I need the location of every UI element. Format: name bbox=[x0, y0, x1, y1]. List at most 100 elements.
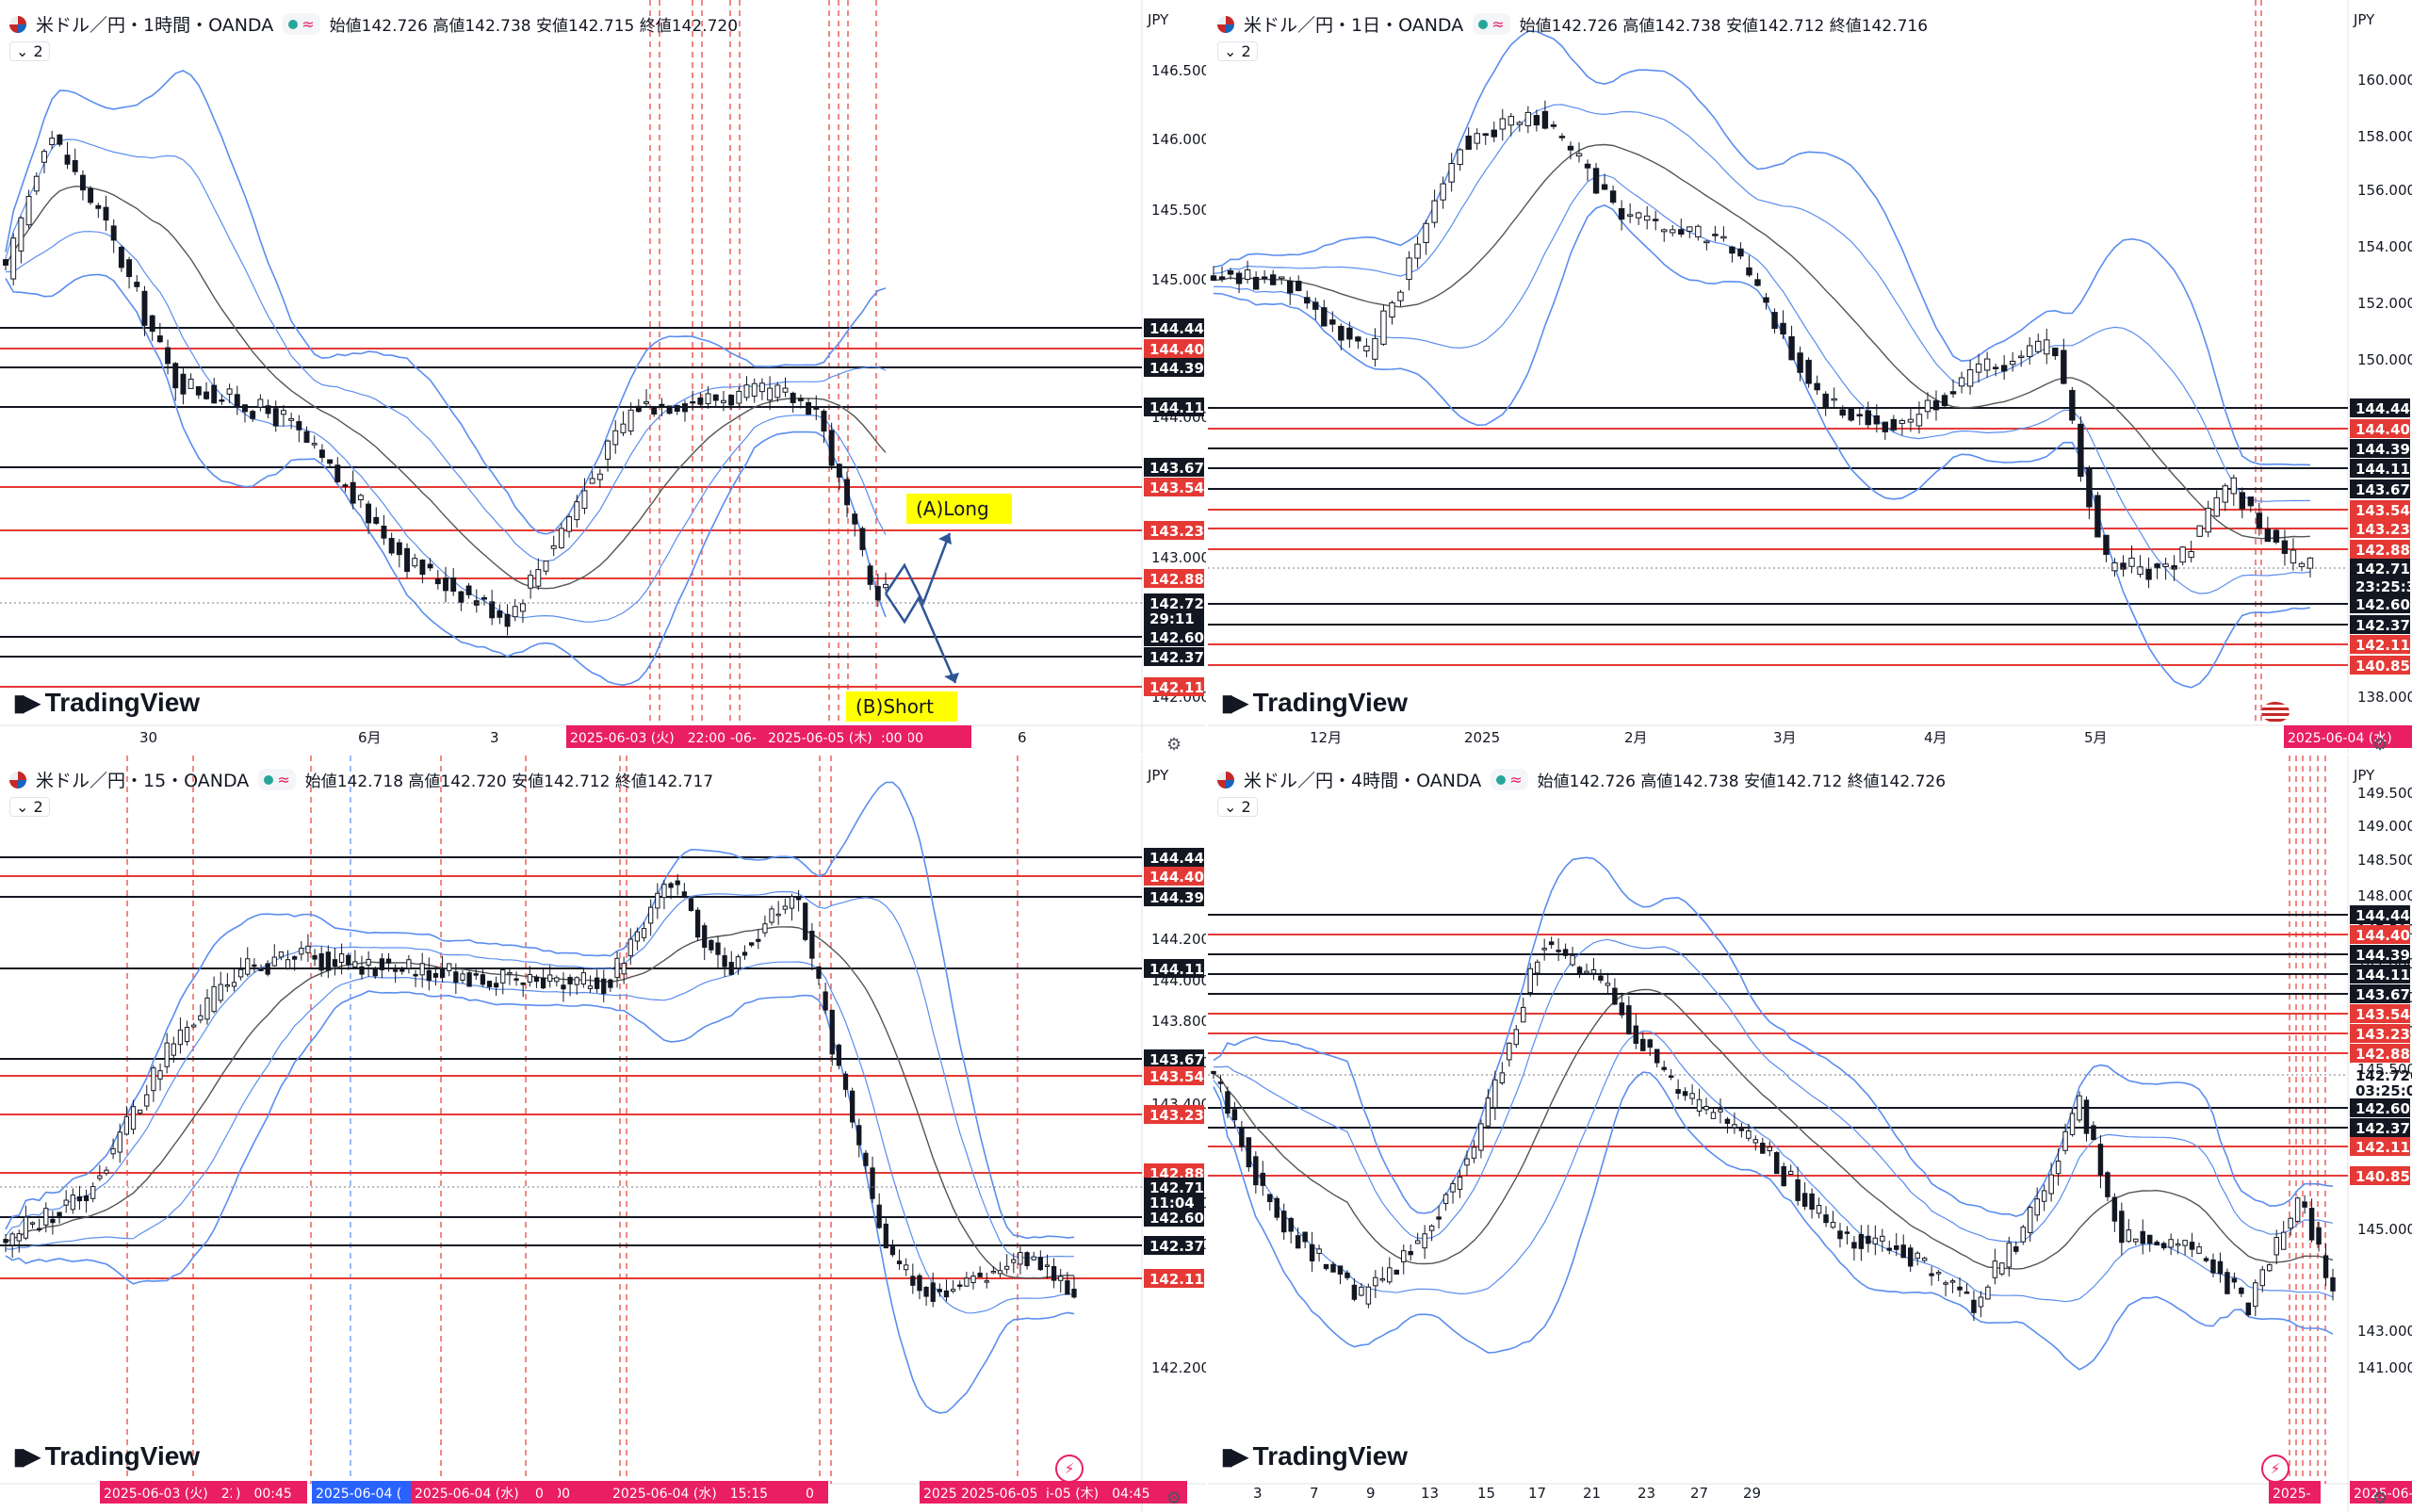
settings-gear-icon[interactable]: ⚙ bbox=[1166, 735, 1182, 754]
candle-body bbox=[1346, 327, 1353, 340]
candle-body bbox=[1338, 325, 1345, 341]
bollinger-upper bbox=[1213, 856, 2334, 1217]
chart-canvas-1h[interactable]: 146.500146.000145.500145.000144.000143.0… bbox=[0, 0, 1206, 754]
chart-canvas-4h[interactable]: 149.500149.000148.500148.000147.500147.0… bbox=[1208, 756, 2412, 1512]
candle-body bbox=[33, 175, 40, 192]
price-tick-label: 156.000 bbox=[2357, 182, 2412, 199]
candle-body bbox=[844, 479, 850, 506]
brand-name: TradingView bbox=[44, 1441, 201, 1471]
candle-body bbox=[809, 931, 815, 959]
candle-body bbox=[419, 963, 425, 976]
candle-body bbox=[1269, 274, 1277, 285]
candle-body bbox=[2259, 1269, 2266, 1287]
indicator-collapse-toggle[interactable]: ⌄ 2 bbox=[1217, 797, 1258, 817]
candle-body bbox=[1746, 267, 1752, 276]
settings-gear-icon[interactable]: ⚙ bbox=[1166, 1488, 1182, 1508]
chart-canvas-15m[interactable]: 144.200144.000143.800143.600143.400143.0… bbox=[0, 756, 1206, 1512]
price-tag-bg bbox=[1144, 609, 1204, 627]
chart-panel-4h[interactable]: 149.500149.000148.500148.000147.500147.0… bbox=[1208, 756, 2412, 1512]
candle-body bbox=[1260, 1172, 1266, 1186]
us-flag-icon[interactable] bbox=[2261, 702, 2290, 723]
candle-body bbox=[2189, 1242, 2195, 1250]
price-tag-label: 144.447 bbox=[2355, 400, 2412, 417]
candle-body bbox=[63, 1199, 69, 1206]
candle-body bbox=[2020, 1227, 2026, 1243]
candle-body bbox=[702, 925, 708, 949]
currency-label[interactable]: JPY bbox=[1148, 767, 1169, 784]
lightning-icon[interactable]: ⚡ bbox=[1055, 1455, 1084, 1483]
time-tick-label: 23 bbox=[1638, 1485, 1655, 1502]
candle-body bbox=[790, 392, 796, 403]
candle-body bbox=[172, 363, 179, 389]
chart-canvas-1d[interactable]: 160.000 158.000 156.000 154.000 152.000 150.0… bbox=[1208, 0, 2412, 754]
candle-body bbox=[1044, 1264, 1051, 1267]
candle-body bbox=[1978, 1296, 1984, 1308]
candle-body bbox=[797, 398, 804, 401]
candle-body bbox=[1880, 1235, 1885, 1242]
candle-body bbox=[130, 1106, 137, 1130]
candle-body bbox=[156, 335, 163, 343]
candle-body bbox=[2086, 468, 2093, 508]
candle-body bbox=[1018, 1252, 1023, 1265]
settings-gear-icon[interactable]: ⚙ bbox=[2372, 1488, 2388, 1508]
price-tick-label: 138.000 bbox=[2357, 689, 2412, 706]
symbol-title[interactable]: 米ドル／円・4時間・OANDA bbox=[1244, 771, 1482, 791]
chart-panel-1d[interactable]: 160.000 158.000 156.000 154.000 152.000 150.0… bbox=[1208, 0, 2412, 754]
status-indicator[interactable]: ≈ bbox=[1491, 769, 1528, 790]
candle-body bbox=[1738, 1129, 1745, 1131]
candle-body bbox=[1304, 297, 1311, 304]
time-tick-label: 3 bbox=[1253, 1485, 1263, 1502]
candle-body bbox=[1428, 1225, 1435, 1231]
bollinger-lower bbox=[1213, 203, 2311, 689]
candle-body bbox=[1004, 1265, 1010, 1270]
candle-body bbox=[769, 908, 774, 923]
candle-body bbox=[540, 977, 546, 989]
chart-panel-1h[interactable]: 146.500 146.000 145.500 145.000 144.000 143.0… bbox=[0, 0, 1206, 754]
candle-body bbox=[1058, 1276, 1064, 1281]
bollinger-middle bbox=[5, 926, 1075, 1279]
currency-label[interactable]: JPY bbox=[2354, 767, 2375, 784]
short-scenario-path bbox=[884, 593, 957, 684]
settings-gear-icon[interactable]: ⚙ bbox=[2372, 735, 2388, 754]
price-tag-bg bbox=[2350, 1118, 2410, 1137]
indicator-collapse-toggle[interactable]: ⌄ 2 bbox=[9, 797, 50, 817]
candle-body bbox=[1567, 145, 1574, 151]
status-indicator[interactable]: ≈ bbox=[1473, 13, 1510, 35]
candle-body bbox=[1252, 276, 1260, 290]
candle-body bbox=[1787, 1170, 1794, 1176]
currency-label[interactable]: JPY bbox=[2354, 11, 2375, 28]
candle-body bbox=[2298, 562, 2306, 567]
candle-body bbox=[1718, 1109, 1723, 1113]
candle-body bbox=[859, 528, 866, 550]
symbol-title[interactable]: 米ドル／円・15・OANDA bbox=[36, 771, 250, 791]
candle-body bbox=[1839, 409, 1846, 416]
currency-label[interactable]: JPY bbox=[1148, 11, 1169, 28]
status-indicator[interactable]: ≈ bbox=[258, 769, 296, 790]
candle-body bbox=[2196, 525, 2203, 537]
price-tag-bg bbox=[1144, 1269, 1204, 1288]
time-tick-label: 6 bbox=[1018, 729, 1027, 746]
candle-body bbox=[751, 382, 758, 397]
price-tag-label: 142.111 bbox=[2355, 637, 2412, 654]
lightning-icon[interactable]: ⚡ bbox=[2261, 1455, 2290, 1483]
status-indicator[interactable]: ≈ bbox=[283, 13, 320, 35]
symbol-title[interactable]: 米ドル／円・1日・OANDA bbox=[1244, 15, 1464, 36]
wave-icon: ≈ bbox=[1491, 15, 1505, 33]
bollinger-middle bbox=[1213, 143, 2311, 540]
candle-body bbox=[828, 430, 835, 466]
candle-body bbox=[823, 991, 828, 1011]
wave-icon: ≈ bbox=[302, 15, 315, 33]
candle-body bbox=[705, 393, 711, 404]
symbol-title[interactable]: 米ドル／円・1時間・OANDA bbox=[36, 15, 274, 36]
price-tag-bg bbox=[2350, 1024, 2410, 1043]
candle-body bbox=[943, 1290, 950, 1298]
candle-body bbox=[250, 411, 256, 419]
candle-body bbox=[1584, 163, 1591, 169]
candle-body bbox=[50, 1218, 56, 1224]
indicator-collapse-toggle[interactable]: ⌄ 2 bbox=[9, 41, 50, 61]
candle-body bbox=[500, 969, 506, 984]
indicator-collapse-toggle[interactable]: ⌄ 2 bbox=[1217, 41, 1258, 61]
chart-panel-15m[interactable]: 144.200144.000143.800143.600143.400143.0… bbox=[0, 756, 1206, 1512]
tradingview-mark-icon: ▮▶ bbox=[13, 1443, 41, 1470]
candle-body bbox=[1363, 345, 1370, 352]
